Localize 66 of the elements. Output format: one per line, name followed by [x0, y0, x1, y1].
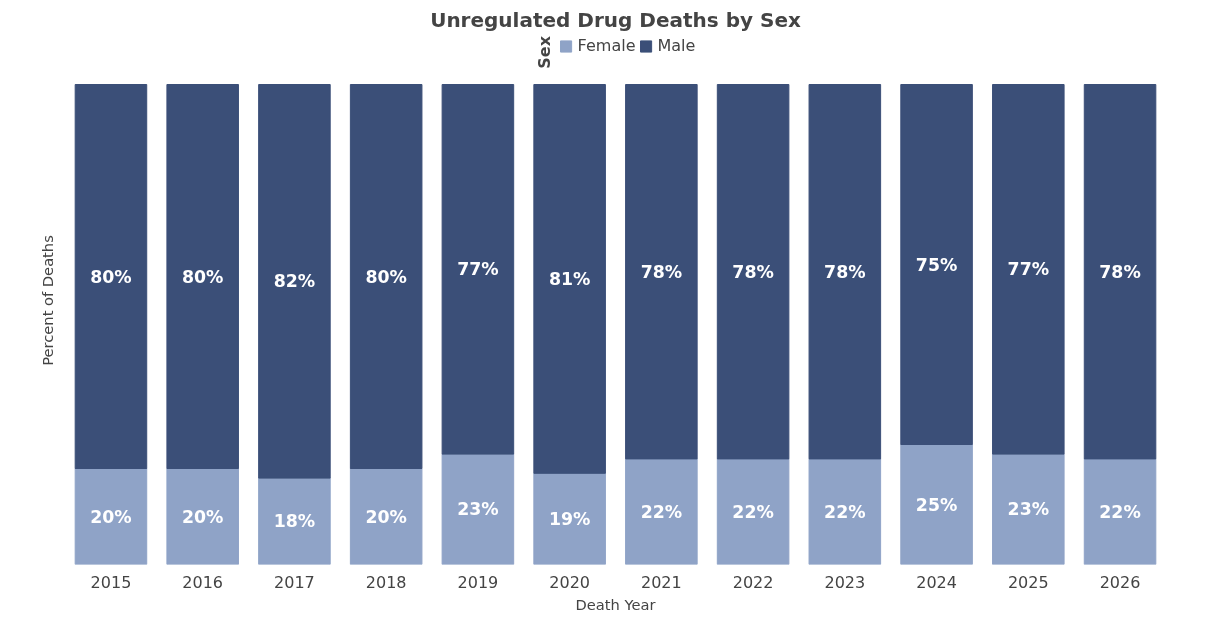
x-tick-label: 2026: [1099, 572, 1141, 592]
data-label: 20%: [365, 506, 407, 527]
bar: [349, 468, 423, 565]
legend-label: Female: [577, 36, 636, 55]
data-label: 78%: [1099, 261, 1141, 282]
data-label: 23%: [457, 499, 499, 520]
bar: [258, 477, 331, 565]
bar: [716, 84, 790, 460]
data-label: 78%: [640, 261, 683, 282]
chart-title: Unregulated Drug Deaths by Sex: [430, 7, 801, 32]
data-label: 77%: [1007, 259, 1050, 280]
bar: [808, 458, 882, 565]
x-tick-label: 2018: [365, 572, 407, 592]
bar: [625, 458, 698, 565]
bar: [441, 453, 515, 565]
legend-title: Sex: [534, 36, 554, 69]
data-label: 78%: [732, 261, 774, 282]
bar: [349, 84, 423, 469]
data-label: 22%: [640, 501, 683, 522]
bar: [808, 84, 882, 460]
data-label: 22%: [732, 501, 774, 522]
bar: [900, 84, 973, 445]
x-tick-label: 2022: [732, 572, 774, 592]
bar: [258, 84, 331, 479]
data-label: 22%: [824, 501, 866, 522]
x-tick-label: 2019: [457, 572, 499, 592]
data-label: 77%: [457, 259, 499, 280]
x-tick-label: 2015: [90, 572, 132, 592]
bar: [992, 84, 1065, 455]
data-label: 80%: [90, 266, 132, 287]
x-tick-label: 2024: [916, 572, 957, 592]
x-tick-label: 2025: [1007, 572, 1049, 592]
bar: [1083, 458, 1157, 565]
data-label: 82%: [273, 271, 316, 292]
x-tick-label: 2017: [274, 572, 315, 592]
data-label: 75%: [915, 254, 958, 275]
bar: [74, 468, 148, 565]
bar: [166, 468, 239, 565]
bar: [74, 84, 148, 469]
bar: [533, 472, 606, 565]
data-label: 25%: [915, 494, 958, 515]
data-label: 20%: [181, 506, 224, 527]
x-tick-label: 2020: [549, 572, 590, 592]
x-axis-title: Death Year: [575, 595, 657, 613]
data-label: 20%: [90, 506, 132, 527]
x-tick-label: 2021: [641, 572, 682, 592]
bar: [166, 84, 239, 469]
bar: [625, 84, 698, 460]
bar: [992, 453, 1065, 565]
bar: [533, 84, 606, 474]
legend-label: Male: [657, 36, 696, 55]
x-tick-label: 2023: [824, 572, 866, 592]
data-label: 80%: [365, 266, 407, 287]
y-axis-title: Percent of Deaths: [38, 235, 56, 366]
data-label: 80%: [181, 266, 224, 287]
data-label: 78%: [824, 261, 866, 282]
bar: [441, 84, 515, 455]
bar: [1083, 84, 1157, 460]
bar: [900, 444, 973, 565]
data-label: 81%: [548, 268, 591, 289]
data-label: 23%: [1007, 499, 1050, 520]
data-label: 22%: [1099, 501, 1141, 522]
x-tick-label: 2016: [182, 572, 224, 592]
data-label: 18%: [273, 511, 316, 532]
bar: [716, 458, 790, 565]
data-label: 19%: [548, 508, 591, 529]
